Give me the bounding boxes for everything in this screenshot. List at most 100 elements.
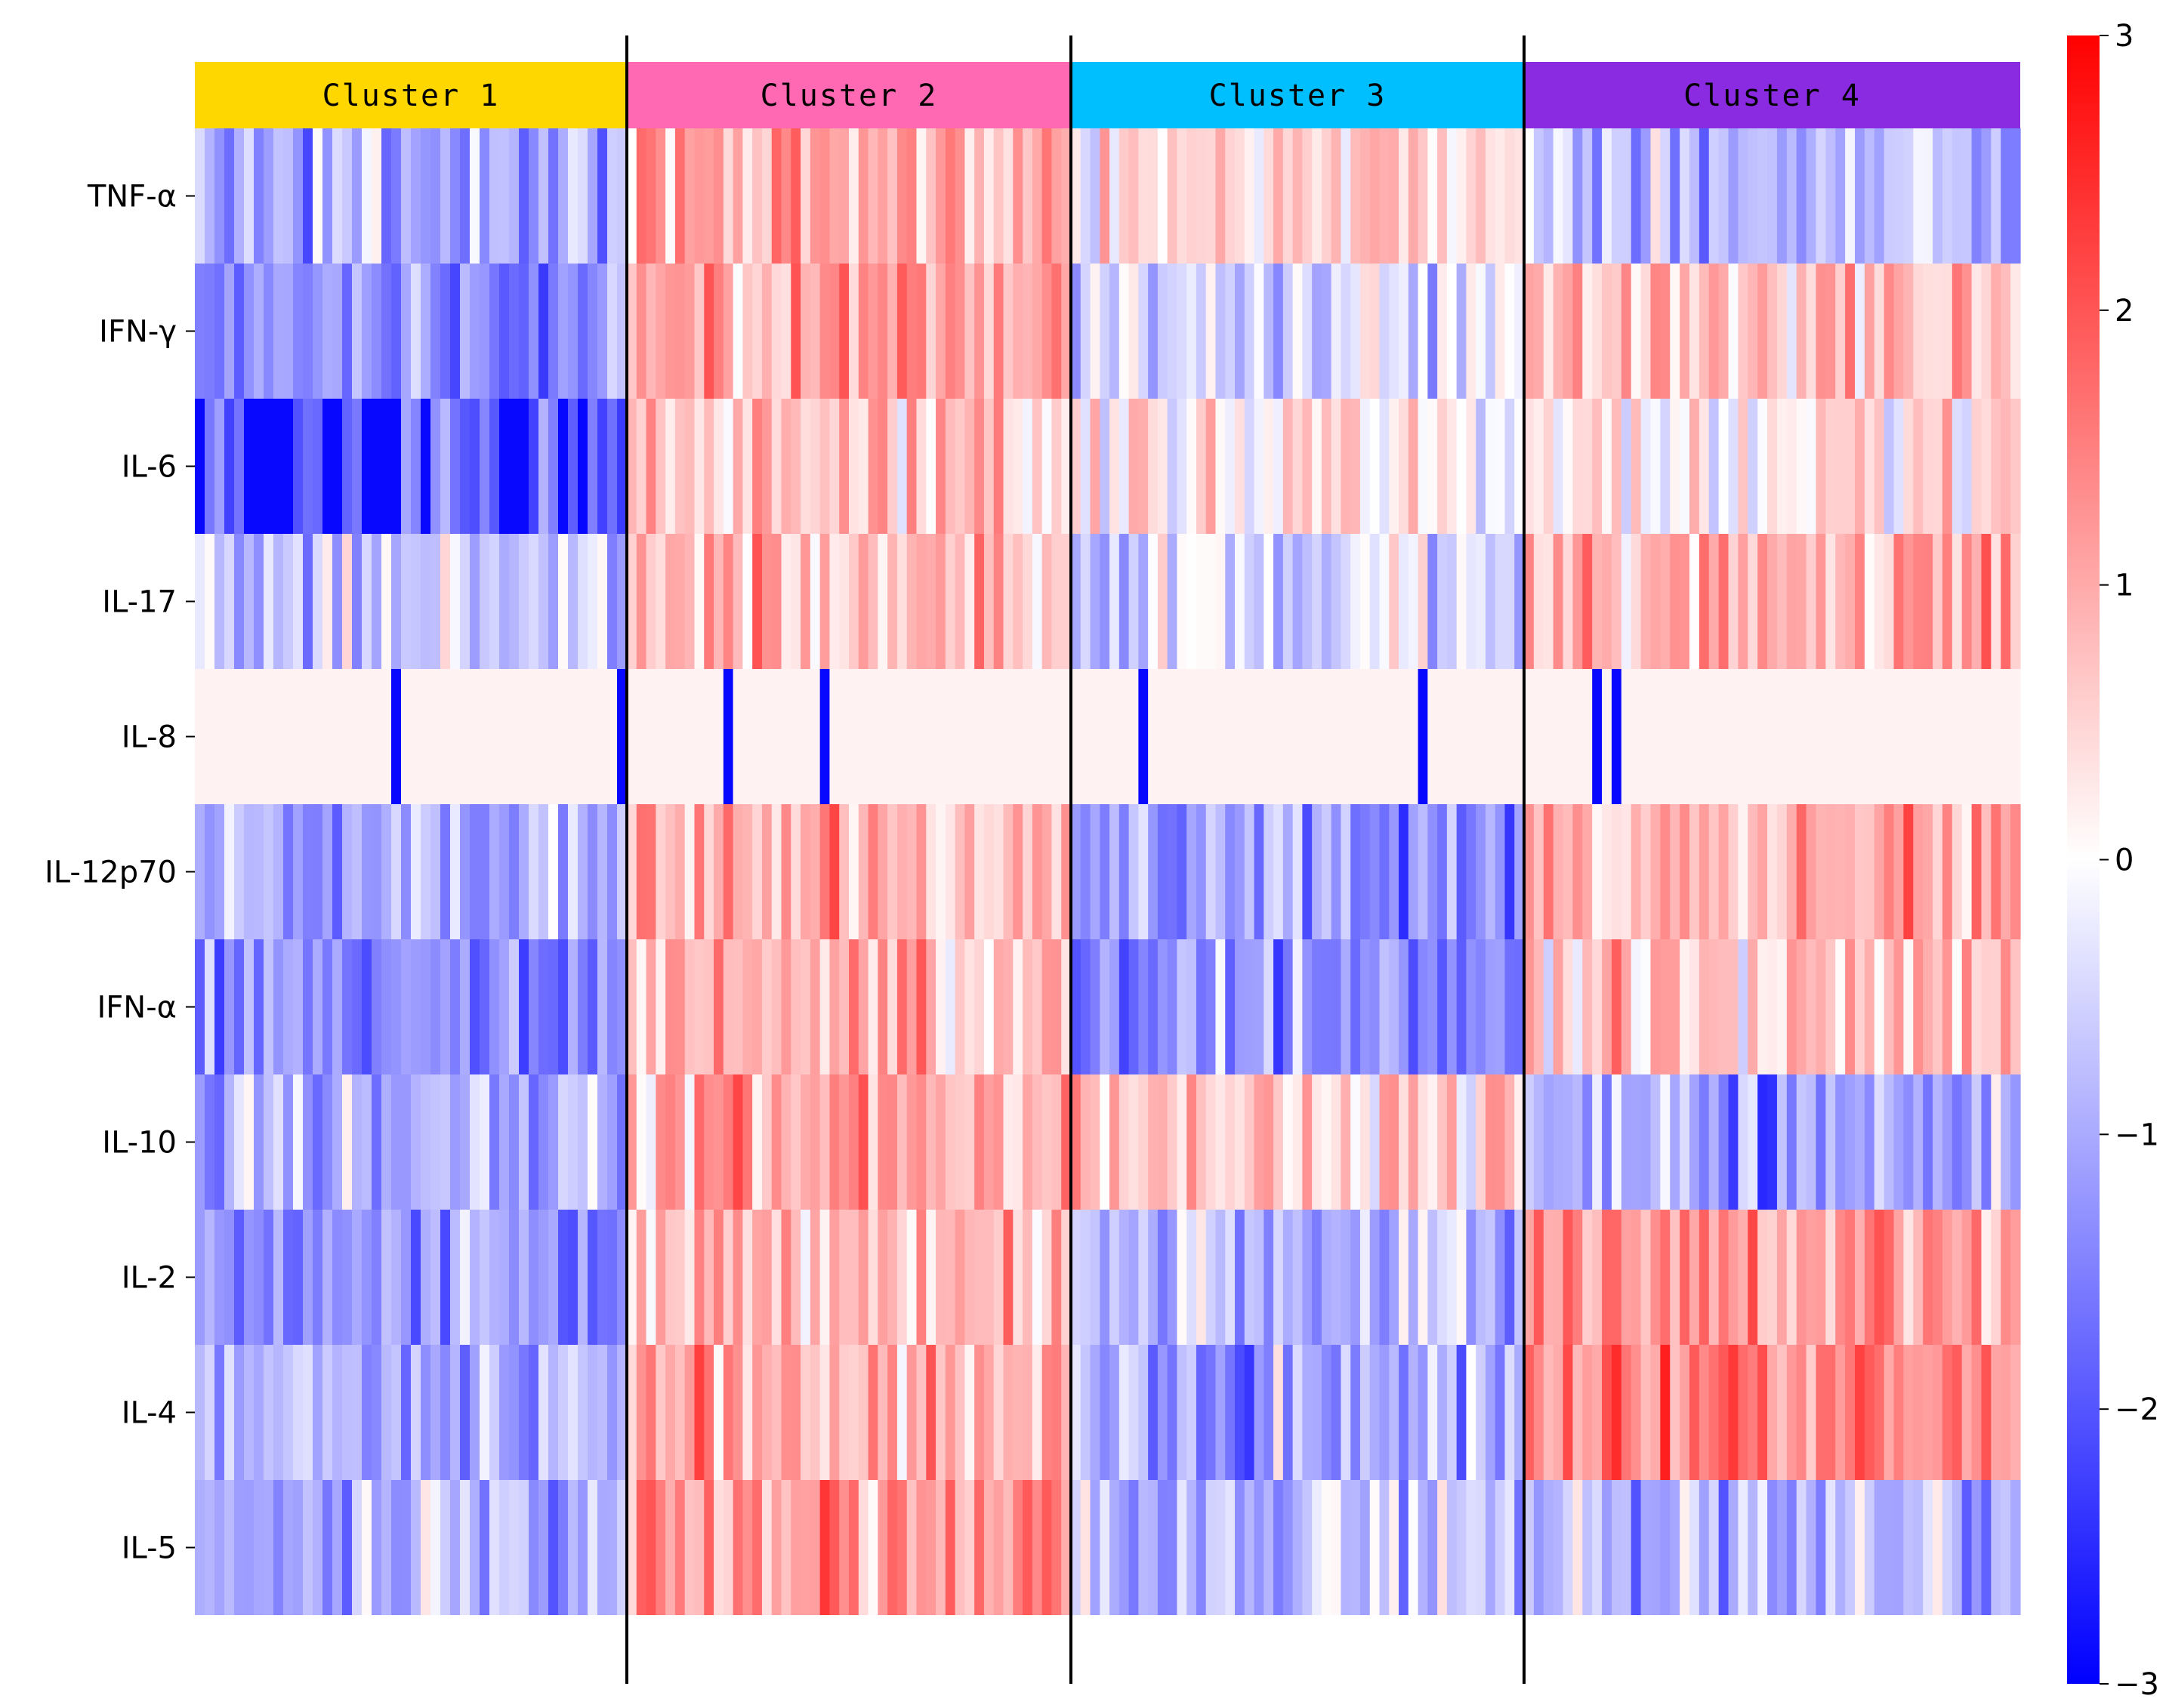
heatmap-cell — [1621, 534, 1632, 669]
heatmap-cell — [519, 1210, 529, 1345]
heatmap-cell — [733, 399, 743, 534]
heatmap-cell — [1100, 804, 1110, 939]
heatmap-cell — [1670, 534, 1680, 669]
heatmap-cell — [964, 1480, 975, 1615]
heatmap-cell — [1884, 939, 1895, 1074]
heatmap-cell — [1981, 1074, 1992, 1210]
heatmap-cell — [1013, 669, 1023, 804]
heatmap-cell — [868, 264, 878, 399]
heatmap-cell — [372, 1074, 382, 1210]
heatmap-cell — [627, 264, 637, 399]
heatmap-cell — [588, 1074, 598, 1210]
heatmap-cell — [381, 939, 392, 1074]
heatmap-cell — [568, 939, 579, 1074]
heatmap-cell — [372, 669, 382, 804]
heatmap-cell — [430, 264, 441, 399]
heatmap-cell — [829, 534, 840, 669]
heatmap-cell — [1215, 939, 1226, 1074]
heatmap-cell — [1650, 939, 1661, 1074]
heatmap-cell — [1244, 1074, 1255, 1210]
heatmap-cell — [926, 1345, 936, 1480]
heatmap-cell — [926, 399, 936, 534]
heatmap-cell — [1041, 1210, 1053, 1345]
heatmap-cell — [983, 264, 995, 399]
heatmap-cell — [733, 939, 743, 1074]
heatmap-cell — [936, 669, 946, 804]
heatmap-cell — [983, 1480, 995, 1615]
heatmap-cell — [1806, 804, 1817, 939]
heatmap-cell — [742, 1074, 753, 1210]
heatmap-cell — [1051, 1480, 1062, 1615]
heatmap-cell — [499, 1210, 510, 1345]
heatmap-cell — [1003, 804, 1014, 939]
heatmap-cell — [548, 669, 559, 804]
heatmap-cell — [538, 804, 549, 939]
heatmap-cell — [1806, 1345, 1817, 1480]
heatmap-cell — [1225, 669, 1236, 804]
heatmap-cell — [1718, 1074, 1729, 1210]
heatmap-cell — [1341, 128, 1351, 264]
heatmap-cell — [1514, 534, 1525, 669]
heatmap-cell — [1748, 534, 1758, 669]
heatmap-cell — [1708, 939, 1720, 1074]
heatmap-cell — [1553, 128, 1564, 264]
heatmap-cell — [1855, 669, 1865, 804]
heatmap-cell — [1524, 669, 1535, 804]
heatmap-cell — [1389, 264, 1399, 399]
heatmap-cell — [1796, 804, 1807, 939]
heatmap-cell — [480, 1345, 490, 1480]
heatmap-cell — [1923, 939, 1933, 1074]
heatmap-cell — [1023, 264, 1033, 399]
heatmap-cell — [1971, 669, 1982, 804]
heatmap-cell — [1186, 1210, 1197, 1345]
heatmap-cell — [352, 804, 363, 939]
heatmap-cell — [819, 264, 831, 399]
heatmap-cell — [1893, 939, 1905, 1074]
heatmap-cell — [1776, 1480, 1788, 1615]
heatmap-cell — [1331, 1074, 1342, 1210]
heatmap-cell — [819, 939, 831, 1074]
heatmap-cell — [1592, 939, 1603, 1074]
heatmap-cell — [1369, 264, 1381, 399]
heatmap-cell — [538, 1345, 549, 1480]
heatmap-cell — [1514, 939, 1525, 1074]
heatmap-cell — [723, 939, 734, 1074]
heatmap-cell — [538, 128, 549, 264]
heatmap-cell — [916, 804, 927, 939]
heatmap-cell — [529, 264, 539, 399]
heatmap-cell — [945, 1345, 956, 1480]
heatmap-cell — [1302, 399, 1313, 534]
heatmap-cell — [234, 804, 245, 939]
heatmap-cell — [529, 399, 539, 534]
heatmap-cell — [499, 399, 510, 534]
heatmap-cell — [273, 399, 284, 534]
heatmap-cell — [597, 669, 608, 804]
heatmap-cell — [1757, 939, 1768, 1074]
heatmap-cell — [839, 1345, 850, 1480]
heatmap-cell — [1504, 1345, 1515, 1480]
heatmap-cell — [1708, 1480, 1720, 1615]
heatmap-cell — [1235, 804, 1245, 939]
heatmap-cell — [1244, 939, 1255, 1074]
heatmap-cell — [450, 939, 461, 1074]
heatmap-cell — [1533, 399, 1544, 534]
heatmap-cell — [205, 1480, 215, 1615]
heatmap-cell — [1864, 264, 1875, 399]
heatmap-cell — [916, 399, 927, 534]
heatmap-cell — [214, 1210, 225, 1345]
heatmap-cell — [1786, 1345, 1797, 1480]
heatmap-cell — [607, 399, 618, 534]
heatmap-cell — [1264, 264, 1274, 399]
heatmap-cell — [372, 939, 382, 1074]
heatmap-cell — [1602, 804, 1612, 939]
heatmap-cell — [684, 1345, 696, 1480]
heatmap-cell — [1913, 804, 1924, 939]
heatmap-cell — [1041, 939, 1053, 1074]
heatmap-cell — [1205, 1210, 1217, 1345]
heatmap-cell — [1825, 669, 1836, 804]
heatmap-cell — [1689, 1345, 1700, 1480]
heatmap-cell — [1437, 1210, 1448, 1345]
heatmap-cell — [1321, 1480, 1332, 1615]
heatmap-cell — [1023, 939, 1033, 1074]
heatmap-cell — [1650, 128, 1661, 264]
